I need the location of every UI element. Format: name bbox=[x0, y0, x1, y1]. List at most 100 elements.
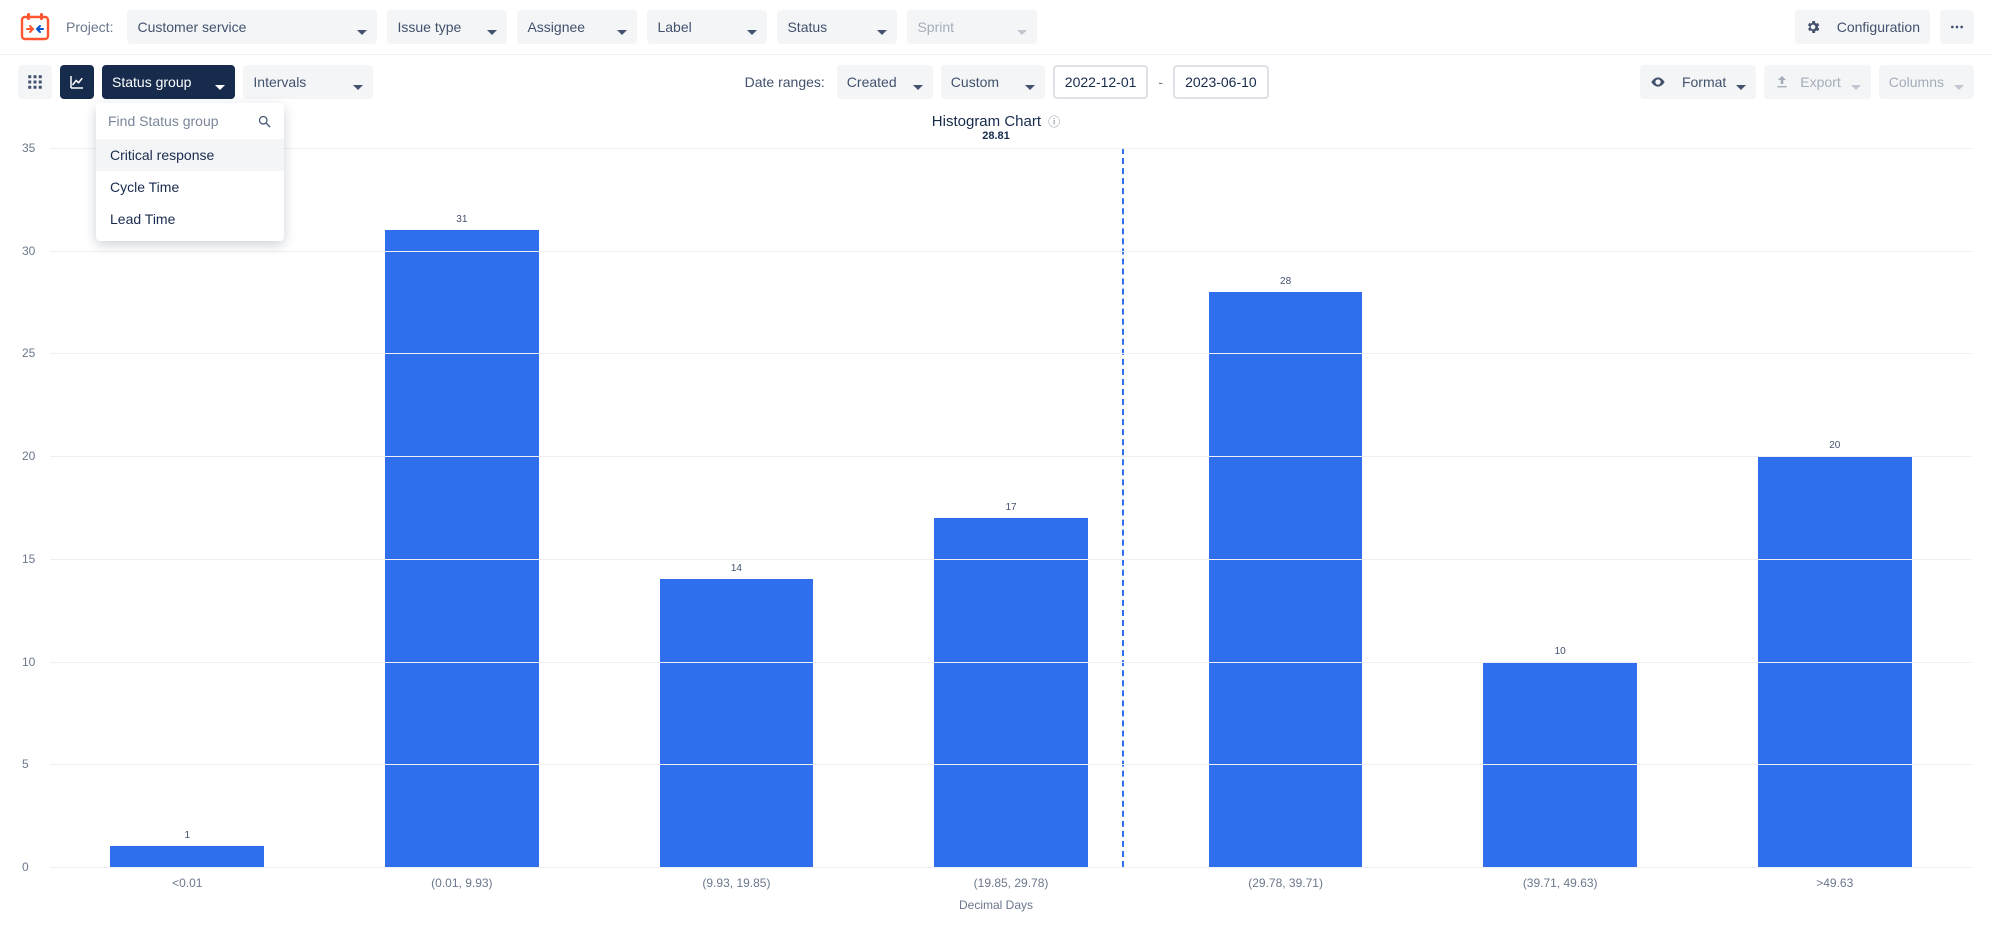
status-group-select[interactable]: Status group bbox=[102, 65, 235, 99]
chevron-down-icon bbox=[1851, 77, 1861, 87]
assignee-label: Assignee bbox=[527, 19, 585, 35]
bar-value-label: 17 bbox=[1005, 502, 1016, 513]
issue-type-label: Issue type bbox=[397, 19, 461, 35]
date-from-value: 2022-12-01 bbox=[1065, 74, 1137, 90]
intervals-select[interactable]: Intervals bbox=[243, 65, 373, 99]
y-tick-label: 15 bbox=[22, 552, 35, 566]
bar-value-label: 14 bbox=[731, 563, 742, 574]
project-label: Project: bbox=[66, 19, 113, 35]
chevron-down-icon bbox=[215, 77, 225, 87]
date-range-type-value: Created bbox=[847, 74, 897, 90]
date-from-input[interactable]: 2022-12-01 bbox=[1053, 65, 1149, 99]
label-filter-label: Label bbox=[657, 19, 691, 35]
chart-title-row: Histogram Chart ⓘ bbox=[20, 113, 1972, 130]
histogram-bar[interactable]: 14 bbox=[660, 579, 814, 867]
status-group-label: Status group bbox=[112, 74, 191, 90]
bar-slot: 10 bbox=[1423, 148, 1698, 867]
chevron-down-icon bbox=[1017, 22, 1027, 32]
x-tick-label: (29.78, 39.71) bbox=[1148, 876, 1423, 890]
status-group-dropdown: Find Status group Critical responseCycle… bbox=[96, 103, 284, 241]
date-ranges-label: Date ranges: bbox=[745, 74, 825, 90]
intervals-label: Intervals bbox=[253, 74, 306, 90]
date-range-type-select[interactable]: Created bbox=[837, 65, 933, 99]
gridline bbox=[50, 251, 1972, 252]
y-tick-label: 0 bbox=[22, 860, 29, 874]
x-tick-label: (9.93, 19.85) bbox=[599, 876, 874, 890]
dropdown-item[interactable]: Cycle Time bbox=[96, 171, 284, 203]
histogram-bars: 1 31 14 17 28 10 20 bbox=[50, 148, 1972, 867]
chevron-down-icon bbox=[357, 22, 367, 32]
date-to-input[interactable]: 2023-06-10 bbox=[1173, 65, 1269, 99]
date-range-preset-select[interactable]: Custom bbox=[941, 65, 1045, 99]
grid-icon bbox=[26, 73, 44, 91]
gridline bbox=[50, 456, 1972, 457]
gridline bbox=[50, 867, 1972, 868]
histogram-chart-container: Histogram Chart ⓘ 28.81 1311417281020 05… bbox=[0, 113, 1992, 922]
histogram-mean-line bbox=[1122, 148, 1124, 867]
gridline bbox=[50, 764, 1972, 765]
chevron-down-icon bbox=[1954, 77, 1964, 87]
chevron-down-icon bbox=[913, 77, 923, 87]
app-logo-calendar-icon bbox=[18, 10, 52, 44]
bar-slot: 17 bbox=[874, 148, 1149, 867]
y-tick-label: 5 bbox=[22, 757, 29, 771]
bar-slot: 20 bbox=[1697, 148, 1972, 867]
chevron-down-icon bbox=[1025, 77, 1035, 87]
histogram-chart: 1311417281020 05101520253035 bbox=[50, 148, 1972, 868]
x-tick-label: (19.85, 29.78) bbox=[874, 876, 1149, 890]
line-chart-icon bbox=[68, 73, 86, 91]
format-label: Format bbox=[1682, 74, 1726, 90]
columns-select[interactable]: Columns bbox=[1879, 65, 1974, 99]
project-select[interactable]: Customer service bbox=[127, 10, 377, 44]
info-icon[interactable]: ⓘ bbox=[1048, 115, 1060, 129]
dropdown-search-placeholder: Find Status group bbox=[108, 113, 219, 129]
dropdown-search-row[interactable]: Find Status group bbox=[96, 103, 284, 139]
histogram-bar[interactable]: 28 bbox=[1209, 292, 1363, 867]
x-tick-label: (39.71, 49.63) bbox=[1423, 876, 1698, 890]
dropdown-item[interactable]: Critical response bbox=[96, 139, 284, 171]
y-tick-label: 25 bbox=[22, 346, 35, 360]
issue-type-select[interactable]: Issue type bbox=[387, 10, 507, 44]
eye-icon bbox=[1650, 74, 1672, 90]
bar-value-label: 1 bbox=[185, 830, 191, 841]
x-tick-label: <0.01 bbox=[50, 876, 325, 890]
assignee-select[interactable]: Assignee bbox=[517, 10, 637, 44]
project-select-value: Customer service bbox=[137, 19, 246, 35]
bar-slot: 1 bbox=[50, 148, 325, 867]
bar-slot: 31 bbox=[325, 148, 600, 867]
x-tick-label: >49.63 bbox=[1697, 876, 1972, 890]
bar-value-label: 28 bbox=[1280, 276, 1291, 287]
histogram-bar[interactable]: 31 bbox=[385, 230, 539, 867]
gridline bbox=[50, 353, 1972, 354]
histogram-bar[interactable]: 17 bbox=[934, 518, 1088, 867]
chevron-down-icon bbox=[747, 22, 757, 32]
histogram-bar[interactable]: 1 bbox=[110, 846, 264, 867]
top-filter-bar: Project: Customer service Issue type Ass… bbox=[0, 0, 1992, 55]
sprint-select[interactable]: Sprint bbox=[907, 10, 1037, 44]
y-tick-label: 35 bbox=[22, 141, 35, 155]
search-icon bbox=[257, 114, 272, 129]
gear-icon bbox=[1805, 19, 1821, 35]
status-label: Status bbox=[787, 19, 827, 35]
status-select[interactable]: Status bbox=[777, 10, 897, 44]
view-chart-button[interactable] bbox=[60, 65, 94, 99]
chevron-down-icon bbox=[353, 77, 363, 87]
export-label: Export bbox=[1800, 74, 1840, 90]
y-tick-label: 30 bbox=[22, 244, 35, 258]
gridline bbox=[50, 662, 1972, 663]
bar-value-label: 10 bbox=[1555, 646, 1566, 657]
dropdown-item[interactable]: Lead Time bbox=[96, 203, 284, 235]
format-select[interactable]: Format bbox=[1640, 65, 1756, 99]
chevron-down-icon bbox=[1736, 77, 1746, 87]
bar-slot: 28 bbox=[1148, 148, 1423, 867]
more-actions-button[interactable] bbox=[1940, 10, 1974, 44]
configuration-button[interactable]: Configuration bbox=[1795, 10, 1930, 44]
date-to-value: 2023-06-10 bbox=[1185, 74, 1257, 90]
export-select[interactable]: Export bbox=[1764, 65, 1870, 99]
label-select[interactable]: Label bbox=[647, 10, 767, 44]
gridline bbox=[50, 148, 1972, 149]
chevron-down-icon bbox=[877, 22, 887, 32]
bar-slot: 14 bbox=[599, 148, 874, 867]
xaxis-title: Decimal Days bbox=[20, 898, 1972, 912]
view-grid-button[interactable] bbox=[18, 65, 52, 99]
